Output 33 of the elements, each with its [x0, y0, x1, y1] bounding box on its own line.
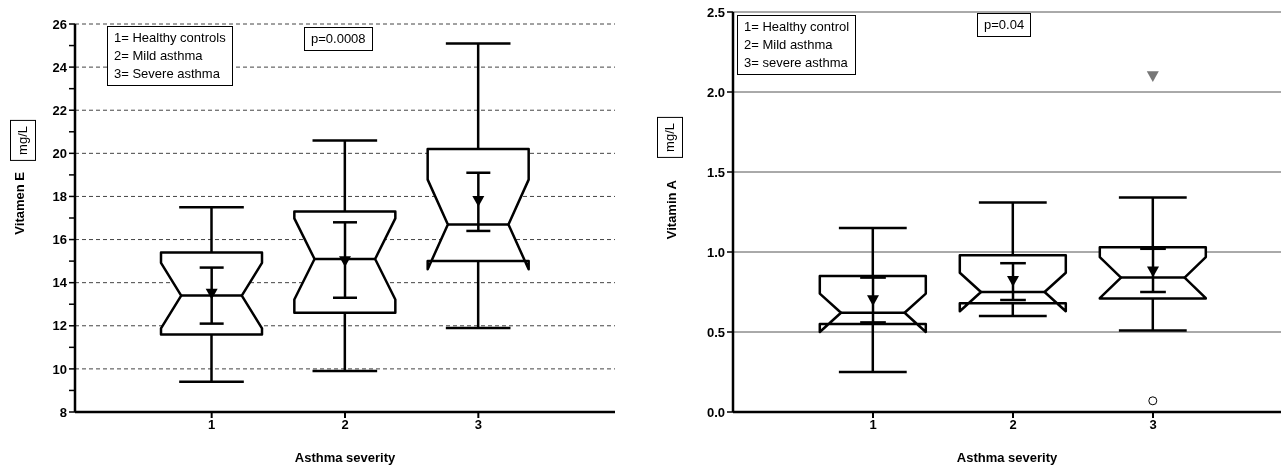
x-tick-label: 1	[869, 417, 877, 433]
y-tick-label: 0.5	[706, 324, 725, 340]
y-tick-label: 20	[52, 145, 67, 161]
y-tick-label: 2.0	[706, 84, 725, 100]
x-axis-title: Asthma severity	[956, 450, 1058, 465]
y-tick-label: 2.5	[706, 4, 725, 20]
x-tick-label: 2	[1009, 417, 1017, 433]
y-tick-label: 8	[59, 404, 67, 420]
text: mg/L	[661, 123, 678, 152]
x-tick-label: 3	[474, 417, 482, 433]
y-tick-label: 12	[52, 318, 67, 334]
y-tick-label: 22	[52, 102, 67, 118]
y-tick-label: 0.0	[706, 404, 725, 420]
y-axis-title: Vitamin A	[664, 180, 679, 240]
x-tick-label: 2	[341, 417, 349, 433]
y-tick-label: 1.5	[706, 164, 725, 180]
y-tick-label: 1.0	[706, 244, 725, 260]
x-tick-label: 3	[1149, 417, 1157, 433]
point	[472, 195, 485, 207]
y-tick-label: 16	[52, 232, 67, 248]
x-axis-title: Asthma severity	[294, 450, 396, 465]
y-tick-label: 24	[52, 59, 68, 75]
annotation: 1= Healthy controls 2= Mild asthma 3= Severe asthma	[114, 29, 226, 83]
y-tick-label: 10	[52, 361, 67, 377]
y-axis-title: Vitamen E	[12, 172, 27, 235]
annotation: 1= Healthy control 2= Mild asthma 3= severe asthma	[744, 18, 850, 72]
x-tick-label: 1	[208, 417, 216, 433]
y-tick-label: 18	[52, 189, 67, 205]
y-tick-label: 14	[52, 275, 68, 291]
text: mg/L	[14, 126, 31, 155]
annotation: p=0.0008	[311, 30, 366, 48]
annotation: p=0.04	[984, 16, 1025, 34]
y-tick-label: 26	[52, 16, 67, 32]
